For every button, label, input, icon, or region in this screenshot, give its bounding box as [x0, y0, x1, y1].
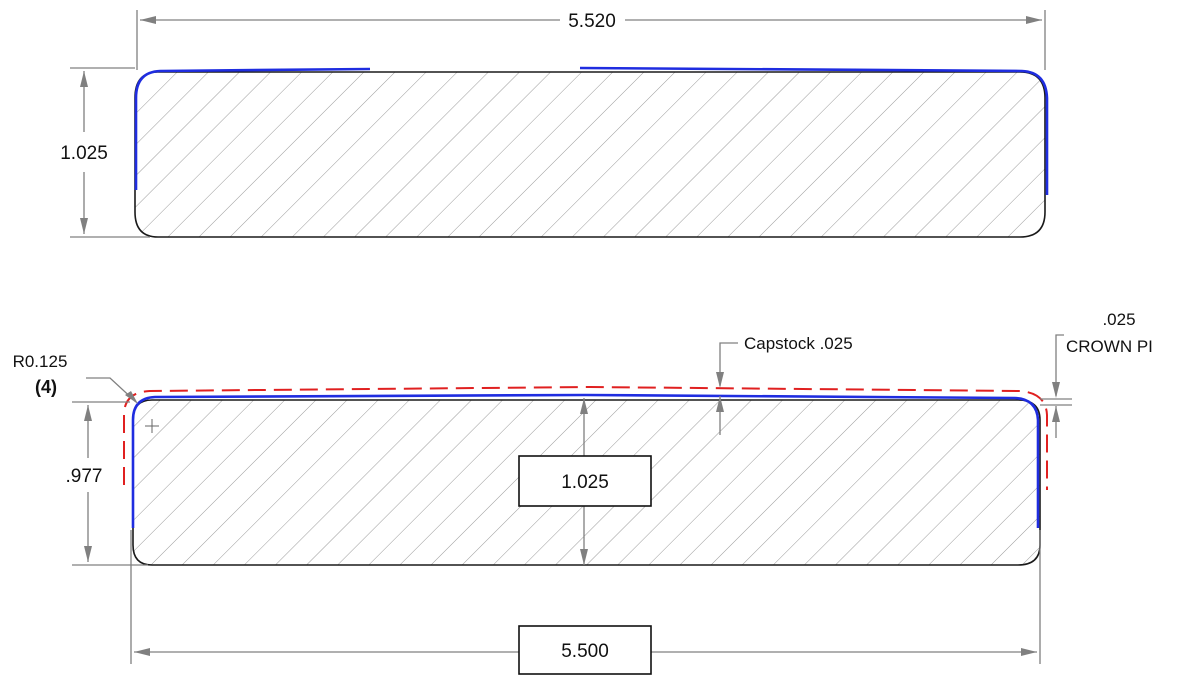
top-width-arrow-left — [140, 16, 156, 24]
radius-count: (4) — [35, 377, 57, 397]
capstock-callout: Capstock .025 — [716, 334, 853, 435]
capstock-note: Capstock .025 — [744, 334, 853, 353]
top-width-dimension: 5.520 — [136, 10, 1046, 70]
bottom-width-value: 5.500 — [561, 641, 609, 662]
section-offset-line — [123, 385, 1048, 490]
radius-callout: R0.125 (4) — [13, 352, 138, 404]
top-height-dimension: 1.025 — [60, 67, 150, 238]
top-profile — [134, 66, 1049, 238]
crown-arrow-bottom — [1052, 406, 1060, 422]
section-center-height-dimension: 1.025 — [518, 398, 652, 565]
left-height-value: .977 — [66, 466, 103, 487]
capstock-leader-top — [719, 342, 738, 386]
section-width-dimension: 5.500 — [130, 530, 1041, 675]
left-height-arrow-top — [84, 405, 92, 421]
capstock-arrow-bottom — [716, 396, 724, 412]
crown-callout: .025 CROWN PI — [1040, 310, 1153, 438]
center-height-box — [518, 455, 652, 507]
top-height-value: 1.025 — [60, 143, 108, 164]
center-height-arrow-top — [580, 398, 588, 414]
crown-note: CROWN PI — [1066, 337, 1153, 356]
capstock-arrow-top — [716, 372, 724, 388]
radius-note: R0.125 — [13, 352, 68, 371]
center-height-value: 1.025 — [561, 472, 609, 493]
top-width-value: 5.520 — [568, 11, 616, 32]
bottom-width-arrow-right — [1021, 648, 1037, 656]
top-capstock-line — [134, 66, 1049, 195]
crown-leader-top — [1055, 334, 1064, 396]
top-height-arrow-bottom — [80, 218, 88, 234]
center-height-arrow-bottom — [580, 549, 588, 565]
crown-value: .025 — [1102, 310, 1135, 329]
radius-leader-arrow — [125, 391, 138, 404]
section-capstock-line — [131, 393, 1040, 528]
top-height-arrow-top — [80, 71, 88, 87]
top-width-arrow-right — [1026, 16, 1042, 24]
section-left-height-dimension: .977 — [66, 401, 148, 566]
top-hatch — [135, 72, 1045, 237]
bottom-width-box — [518, 625, 652, 675]
center-mark-icon — [145, 419, 159, 433]
bottom-width-arrow-left — [134, 648, 150, 656]
crown-arrow-top — [1052, 382, 1060, 398]
left-height-arrow-bottom — [84, 546, 92, 562]
